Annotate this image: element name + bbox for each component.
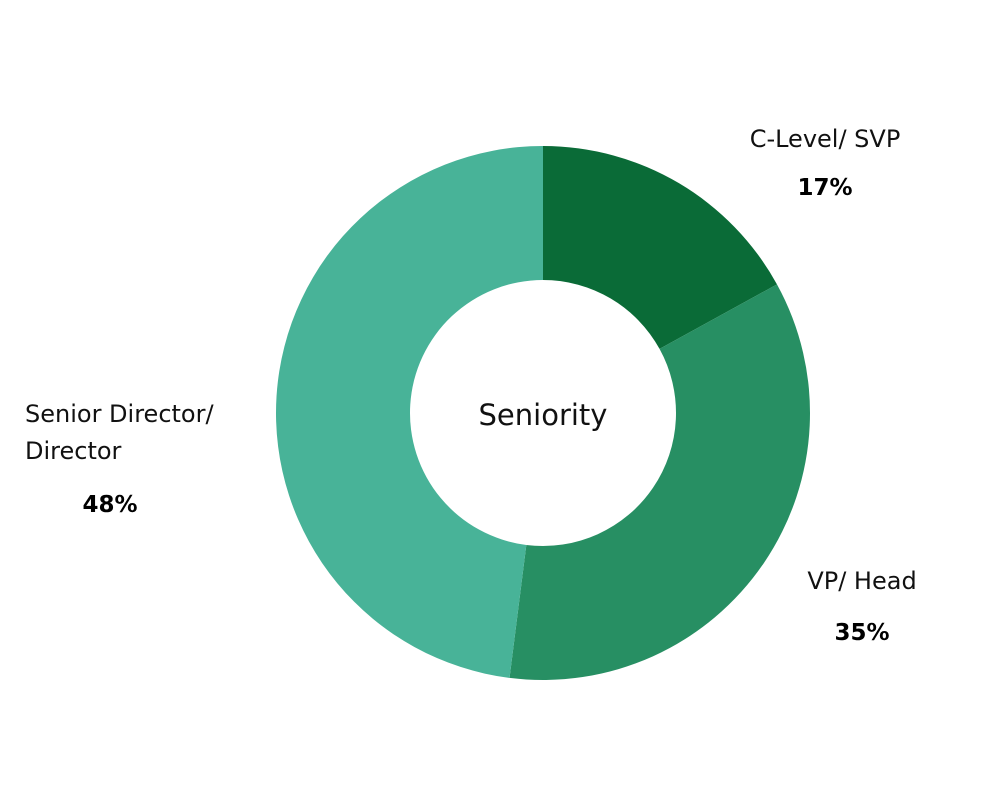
slice-value-label: 17% — [797, 175, 852, 201]
slice-label: Senior Director/Director — [25, 400, 214, 465]
donut-slice — [509, 284, 811, 681]
slice-value-label: 35% — [834, 620, 889, 646]
donut-slice — [543, 146, 777, 349]
slice-value-label: 48% — [82, 492, 137, 518]
labels-group: C-Level/ SVP 17% VP/ Head 35% Senior Directo… — [25, 125, 917, 646]
slices-group — [275, 146, 811, 681]
slice-label: C-Level/ SVP — [750, 125, 901, 153]
slice-label: VP/ Head — [807, 567, 916, 595]
chart-title: Seniority — [479, 398, 608, 432]
donut-slice — [275, 146, 543, 678]
